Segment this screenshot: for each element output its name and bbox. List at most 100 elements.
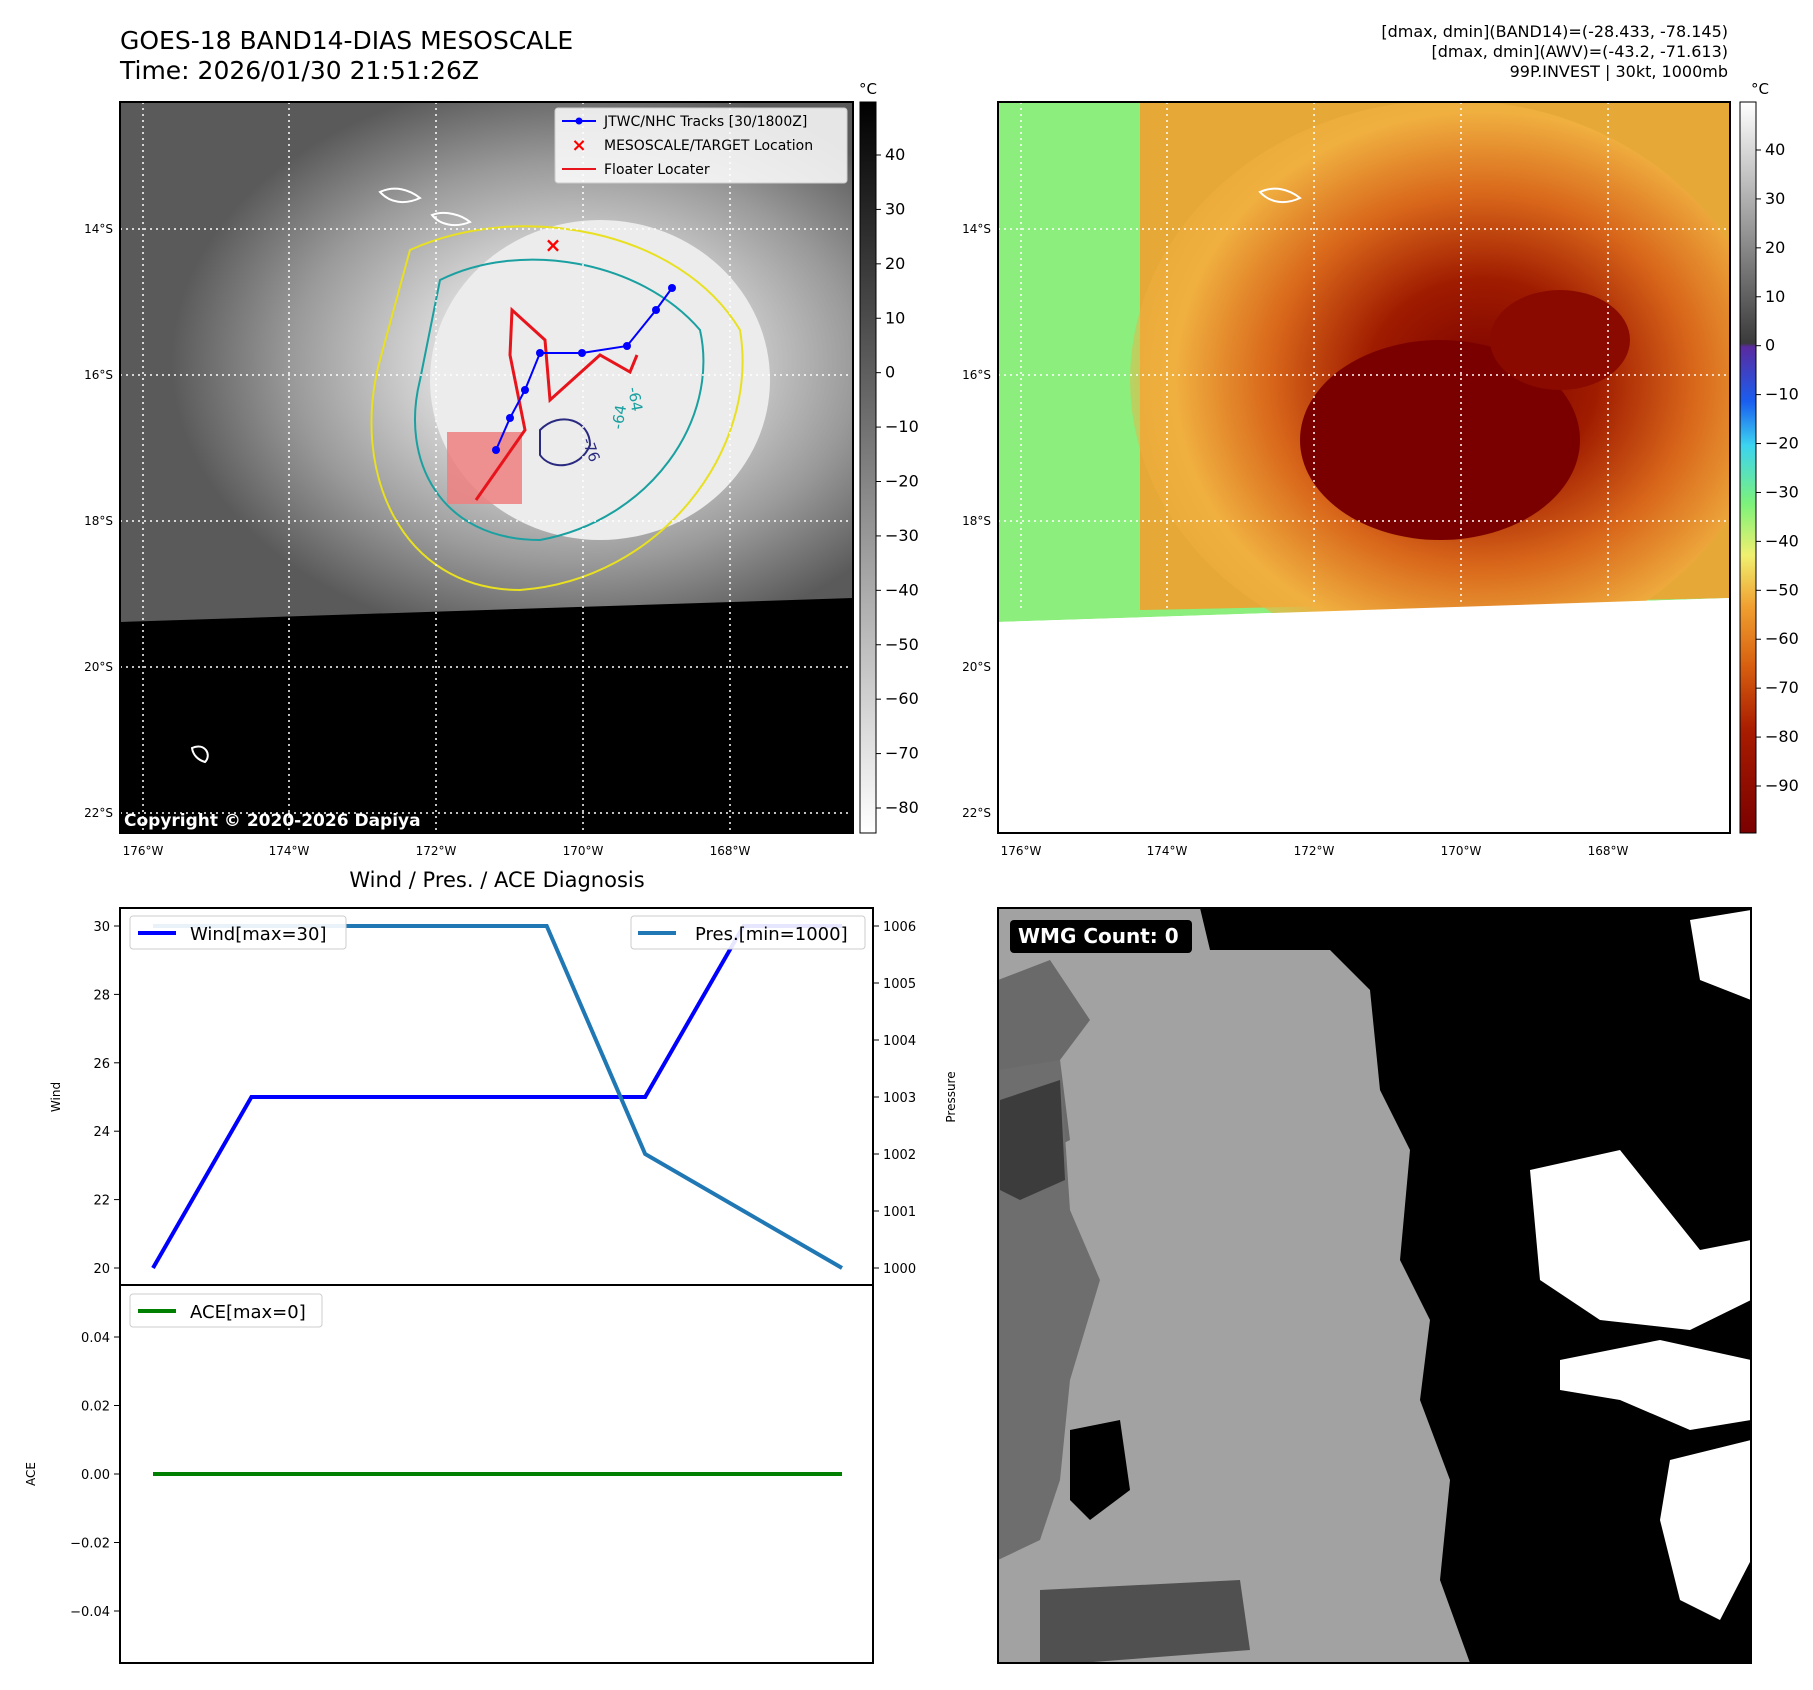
color-colorbar-tick-label: 30 [1765, 189, 1785, 208]
awv-core [1300, 340, 1580, 540]
legend-target: MESOSCALE/TARGET Location [604, 138, 813, 154]
pressure-axis-tick-label: 1002 [883, 1148, 916, 1163]
contour-label-3: -64 [608, 403, 630, 430]
color-colorbar-tick-label: 20 [1765, 238, 1785, 257]
contour-label-1: -64 [624, 386, 646, 413]
ir-contour-core [539, 418, 592, 467]
color-colorbar-tick-label: 0 [1765, 336, 1775, 355]
target-location-marker: × [545, 233, 562, 257]
ir-lon-tick-5: 168°W [710, 844, 751, 858]
gray-colorbar-tick-label: −80 [885, 798, 919, 817]
ace-axis-label: ACE [24, 1462, 38, 1486]
gray-colorbar-tick-label: −60 [885, 689, 919, 708]
ir-contour-yellow [370, 225, 744, 592]
awv-band-core [1490, 290, 1630, 390]
wmg-white-region-1 [1530, 1150, 1751, 1330]
legend-target-icon: × [571, 135, 586, 156]
ir-lon-tick-2: 174°W [269, 844, 310, 858]
wmg-count-badge [1010, 920, 1192, 953]
wind-axis-tick-label: 24 [93, 1125, 110, 1140]
ace-axis-tick-label: 0.04 [81, 1331, 110, 1346]
awv-lat-tick-2: 16°S [962, 368, 991, 382]
ir-gridlines [120, 102, 853, 833]
figure-time: Time: 2026/01/30 21:51:26Z [120, 56, 479, 85]
color-colorbar-tick-label: −60 [1765, 629, 1799, 648]
wmg-panel: WMG Count: 0 [997, 907, 1752, 1664]
awv-lon-tick-1: 176°W [1001, 844, 1042, 858]
ir-lon-tick-1: 176°W [123, 844, 164, 858]
pressure-axis-tick-label: 1005 [883, 977, 916, 992]
wmg-frame [997, 907, 1752, 1664]
stats-band14: [dmax, dmin](BAND14)=(-28.433, -78.145) [1381, 22, 1728, 41]
color-colorbar-tick-label: −70 [1765, 678, 1799, 697]
wind-axis-tick-label: 22 [93, 1194, 110, 1209]
gray-colorbar-tick-label: 30 [885, 199, 905, 218]
ir-coastline-islands [190, 745, 209, 764]
gray-colorbar-tick-label: −70 [885, 744, 919, 763]
wind-axis-label: Wind [49, 1082, 63, 1112]
wmg-black-spot [1070, 1420, 1130, 1520]
figure-title-block: GOES-18 BAND14-DIAS MESOSCALE Time: 2026… [120, 26, 573, 86]
color-colorbar-tick-label: −10 [1765, 385, 1799, 404]
wind-legend-label: Wind[max=30] [190, 924, 327, 945]
color-colorbar-tick-label: 40 [1765, 140, 1785, 159]
awv-map-frame [997, 101, 1731, 834]
color-colorbar-tick-label: −20 [1765, 434, 1799, 453]
wmg-dark-south [1040, 1580, 1250, 1663]
pressure-axis-tick-label: 1003 [883, 1091, 916, 1106]
gray-colorbar-tick-label: −50 [885, 635, 919, 654]
wind-legend: Wind[max=30] [129, 915, 347, 950]
awv-lat-tick-4: 20°S [962, 660, 991, 674]
ir-lon-tick-4: 170°W [563, 844, 604, 858]
awv-lon-tick-3: 172°W [1294, 844, 1335, 858]
ir-lat-tick-1: 14°S [84, 222, 113, 236]
awv-map-panel: 176°W 174°W 172°W 170°W 168°W 14°S 16°S … [962, 80, 1799, 858]
wind-axis-tick-label: 20 [93, 1262, 110, 1277]
ir-contour-teal [414, 258, 705, 542]
color-colorbar-tick-label: −50 [1765, 580, 1799, 599]
awv-lat-tick-5: 22°S [962, 806, 991, 820]
awv-lon-tick-4: 170°W [1441, 844, 1482, 858]
gray-colorbar-tick-label: −20 [885, 472, 919, 491]
floater-shaded-box [447, 432, 522, 504]
color-colorbar-tick-label: −40 [1765, 531, 1799, 550]
gray-colorbar: °C 40 30 20 10 0 −10 −20 −30 −40 −50 −60 −70 −80 [859, 80, 919, 834]
pressure-axis-label: Pressure [944, 1071, 958, 1122]
awv-gridlines [998, 102, 1730, 610]
stats-storm: 99P.INVEST | 30kt, 1000mb [1509, 62, 1728, 81]
pressure-axis-tick-label: 1004 [883, 1034, 916, 1049]
ir-map-panel: × -64 -76 -64 JTWC/NHC Tracks [30/1800Z]… [84, 80, 919, 858]
floater-locater-line [474, 306, 639, 501]
ace-axis-tick-label: −0.04 [70, 1605, 110, 1620]
wind-axis-tick-label: 26 [93, 1057, 110, 1072]
diagnosis-title: Wind / Pres. / ACE Diagnosis [349, 868, 644, 892]
jtwc-track-points [492, 284, 676, 454]
ir-lon-tick-3: 172°W [416, 844, 457, 858]
awv-lat-tick-1: 14°S [962, 222, 991, 236]
diagnosis-chart: Wind / Pres. / ACE Diagnosis Wind Pressu… [24, 868, 958, 1664]
ir-map-legend: JTWC/NHC Tracks [30/1800Z] × MESOSCALE/T… [554, 107, 848, 184]
color-colorbar-tick-label: −80 [1765, 727, 1799, 746]
wmg-black-region [1200, 908, 1751, 1663]
ace-legend-label: ACE[max=0] [190, 1302, 306, 1323]
ir-lat-tick-3: 18°S [84, 514, 113, 528]
awv-lon-tick-5: 168°W [1588, 844, 1629, 858]
wmg-white-region-4 [1690, 910, 1751, 1000]
gray-colorbar-tick-label: −10 [885, 417, 919, 436]
ir-coastline-samoa [378, 187, 422, 204]
gray-colorbar-tick-label: 0 [885, 363, 895, 382]
gray-colorbar-tick-label: 40 [885, 145, 905, 164]
ace-axis-tick-label: −0.02 [70, 1537, 110, 1552]
figure-title: GOES-18 BAND14-DIAS MESOSCALE [120, 26, 574, 55]
stats-awv: [dmax, dmin](AWV)=(-43.2, -71.613) [1431, 42, 1728, 61]
pressure-legend-label: Pres.[min=1000] [695, 924, 848, 945]
ir-lat-tick-5: 22°S [84, 806, 113, 820]
wind-series-line [151, 924, 842, 1269]
awv-lat-tick-3: 18°S [962, 514, 991, 528]
ir-lat-tick-2: 16°S [84, 368, 113, 382]
pressure-axis-tick-label: 1000 [883, 1262, 916, 1277]
legend-floater: Floater Locater [604, 162, 710, 178]
gray-colorbar-tick-label: −30 [885, 526, 919, 545]
color-colorbar-tick-label: −30 [1765, 482, 1799, 501]
